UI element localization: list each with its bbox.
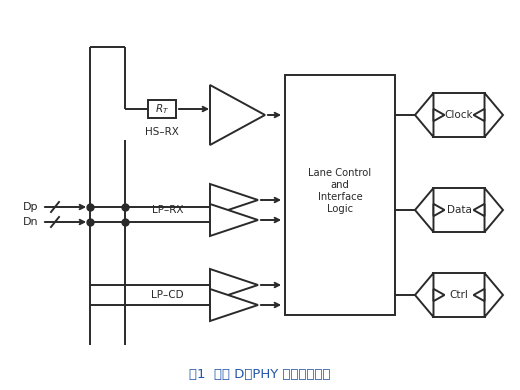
Polygon shape xyxy=(210,289,258,321)
Bar xyxy=(434,188,485,232)
Text: LP–RX: LP–RX xyxy=(152,205,183,215)
Text: 图1  从端 D－PHY 单通道架构图: 图1 从端 D－PHY 单通道架构图 xyxy=(189,369,331,381)
Text: Lane Control: Lane Control xyxy=(308,168,372,178)
Polygon shape xyxy=(485,188,503,232)
Text: Logic: Logic xyxy=(327,204,353,214)
Text: and: and xyxy=(331,180,349,190)
Polygon shape xyxy=(434,204,445,216)
Text: $R_T$: $R_T$ xyxy=(155,102,169,116)
Text: Dn: Dn xyxy=(22,217,38,227)
Polygon shape xyxy=(210,204,258,236)
Polygon shape xyxy=(474,289,485,301)
Bar xyxy=(285,75,395,315)
Polygon shape xyxy=(485,93,503,137)
Polygon shape xyxy=(474,109,485,121)
Text: Interface: Interface xyxy=(318,192,362,202)
Polygon shape xyxy=(474,289,485,301)
Polygon shape xyxy=(415,273,434,317)
Bar xyxy=(434,93,485,137)
Polygon shape xyxy=(434,109,445,121)
Text: Clock: Clock xyxy=(445,110,473,120)
Text: LP–CD: LP–CD xyxy=(151,290,184,300)
Text: Data: Data xyxy=(447,205,472,215)
Polygon shape xyxy=(434,204,445,216)
Polygon shape xyxy=(210,269,258,301)
Polygon shape xyxy=(434,289,445,301)
Text: Dp: Dp xyxy=(22,202,38,212)
Polygon shape xyxy=(415,93,434,137)
Polygon shape xyxy=(210,184,258,216)
Bar xyxy=(434,273,485,317)
Polygon shape xyxy=(474,204,485,216)
Polygon shape xyxy=(434,109,445,121)
Polygon shape xyxy=(210,85,265,145)
Polygon shape xyxy=(474,204,485,216)
Polygon shape xyxy=(415,188,434,232)
Bar xyxy=(148,100,176,118)
Text: HS–RX: HS–RX xyxy=(145,127,179,137)
Text: Ctrl: Ctrl xyxy=(450,290,469,300)
Polygon shape xyxy=(485,273,503,317)
Polygon shape xyxy=(434,289,445,301)
Polygon shape xyxy=(474,109,485,121)
